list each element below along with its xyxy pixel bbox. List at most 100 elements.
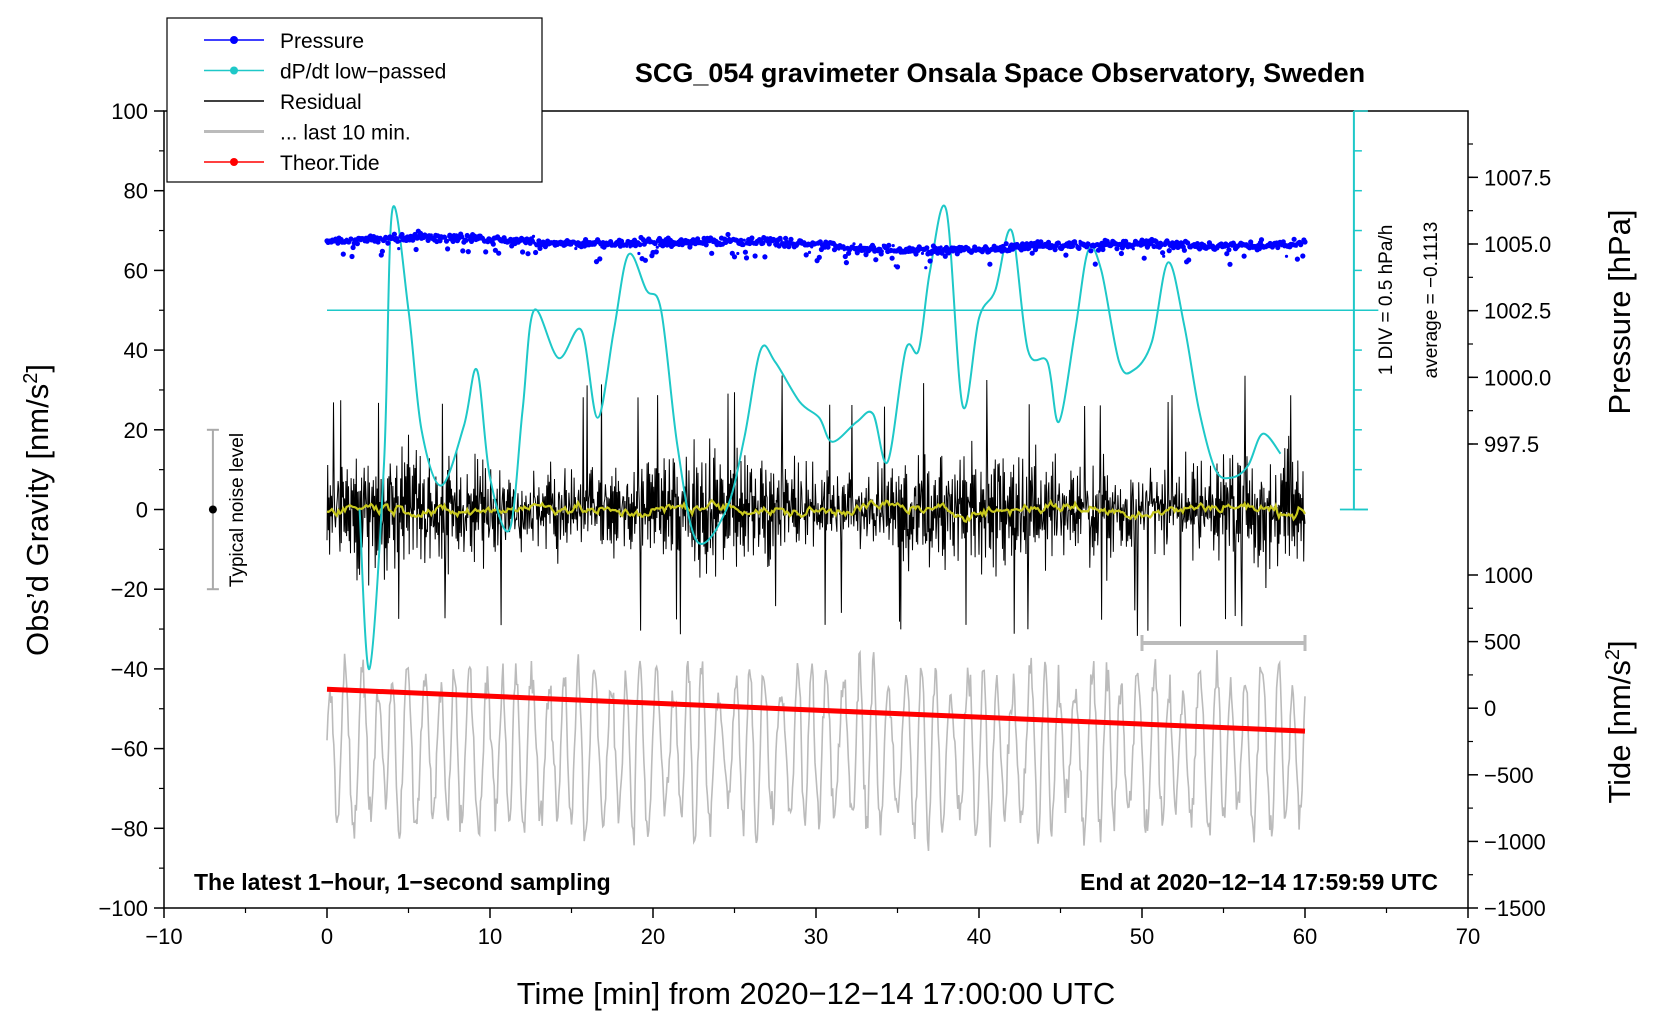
- x-tick-label: 0: [321, 924, 333, 949]
- pressure-point: [1185, 240, 1191, 246]
- x-tick-label: 20: [641, 924, 665, 949]
- x-tick-label: 40: [967, 924, 991, 949]
- y-tick-label-pressure: 1000.0: [1484, 365, 1551, 390]
- pressure-point: [840, 244, 846, 250]
- pressure-point: [703, 242, 709, 248]
- y-tick-label-left: −20: [111, 577, 148, 602]
- pressure-point: [1241, 253, 1247, 259]
- pressure-point: [350, 244, 356, 251]
- pressure-point: [725, 231, 731, 238]
- pressure-point: [460, 248, 466, 254]
- pressure-point: [886, 242, 892, 248]
- pressure-point: [1258, 237, 1265, 243]
- y-axis-title-tide: Tide [nm/s2]: [1602, 640, 1637, 803]
- pressure-point: [537, 245, 543, 251]
- pressure-point: [859, 243, 863, 247]
- x-axis-title: Time [min] from 2020−12−14 17:00:00 UTC: [517, 976, 1116, 1011]
- y-tick-label-left: 40: [124, 338, 148, 363]
- pressure-point: [1227, 261, 1233, 267]
- pressure-point: [1294, 244, 1298, 248]
- pressure-point: [1063, 252, 1069, 258]
- pressure-point: [653, 249, 659, 255]
- pressure-point: [1029, 250, 1035, 256]
- legend-label: dP/dt low−passed: [280, 61, 446, 84]
- pressure-average-label: average = −0.1113: [1421, 222, 1442, 379]
- y-tick-label-left: −60: [111, 737, 148, 762]
- pressure-point: [597, 256, 603, 262]
- legend-marker: [230, 36, 238, 44]
- pressure-point: [760, 240, 766, 246]
- annotation-bottom-right: End at 2020−12−14 17:59:59 UTC: [1080, 869, 1438, 895]
- pressure-point: [740, 241, 746, 248]
- y-tick-label-left: −100: [98, 896, 148, 921]
- pressure-point: [1003, 241, 1009, 247]
- chart-title: SCG_054 gravimeter Onsala Space Observat…: [635, 58, 1365, 88]
- pressure-point: [1139, 237, 1145, 243]
- pressure-point: [942, 253, 948, 259]
- pressure-point: [687, 244, 693, 250]
- pressure-point: [574, 246, 578, 251]
- pressure-point: [1291, 236, 1297, 242]
- legend-marker: [230, 158, 238, 166]
- pressure-point: [1166, 248, 1172, 254]
- pressure-point: [1300, 253, 1306, 259]
- legend-label: ... last 10 min.: [280, 122, 411, 145]
- y-tick-label-left: 60: [124, 258, 148, 283]
- pressure-point: [823, 239, 829, 245]
- legend-label: Residual: [280, 91, 362, 114]
- y-tick-label-left: −80: [111, 816, 148, 841]
- pressure-point: [1118, 250, 1124, 257]
- pressure-point: [349, 253, 355, 260]
- pressure-point: [637, 251, 641, 256]
- y-tick-label-pressure: 1007.5: [1484, 165, 1551, 190]
- pressure-point: [465, 249, 471, 255]
- pressure-point: [927, 258, 933, 264]
- pressure-point: [1038, 239, 1044, 245]
- pressure-point: [348, 236, 354, 242]
- y-tick-label-tide: −1000: [1484, 829, 1546, 854]
- pressure-point: [1294, 256, 1300, 262]
- pressure-point: [385, 240, 391, 246]
- pressure-point: [807, 250, 812, 254]
- pressure-point: [1186, 257, 1192, 263]
- pressure-div-label: 1 DIV = 0.5 hPa/h: [1376, 225, 1397, 376]
- y-tick-label-pressure: 1002.5: [1484, 299, 1551, 324]
- pressure-point: [398, 239, 402, 243]
- pressure-point: [1205, 244, 1211, 250]
- y-tick-label-pressure: 1005.0: [1484, 232, 1551, 257]
- legend-label: Theor.Tide: [280, 152, 380, 175]
- pressure-point: [637, 242, 643, 248]
- pressure-point: [340, 251, 346, 257]
- pressure-point: [652, 240, 658, 247]
- y-tick-label-tide: 0: [1484, 696, 1496, 721]
- pressure-point: [1114, 246, 1120, 252]
- pressure-point: [1141, 255, 1147, 261]
- x-tick-label: 50: [1130, 924, 1154, 949]
- y-tick-label-left: 100: [111, 99, 148, 124]
- theor-tide-line: [326, 686, 1306, 734]
- x-tick-label: −10: [145, 924, 182, 949]
- x-tick-label: 10: [478, 924, 502, 949]
- pressure-point: [1088, 248, 1094, 254]
- pressure-point: [445, 246, 451, 252]
- y-tick-label-left: 20: [124, 418, 148, 443]
- pressure-point: [397, 247, 401, 251]
- y-tick-label-left: 0: [136, 498, 148, 523]
- pressure-point: [1057, 242, 1061, 246]
- pressure-point: [399, 231, 405, 238]
- pressure-point: [1076, 245, 1082, 251]
- legend: Pressure dP/dt low−passed Residual ... last…: [166, 17, 543, 183]
- pressure-point: [463, 237, 469, 243]
- pressure-point: [742, 238, 746, 242]
- pressure-point: [642, 257, 649, 263]
- pressure-point: [891, 244, 895, 248]
- pressure-point: [1300, 242, 1304, 246]
- pressure-point: [531, 234, 536, 238]
- pressure-point: [1100, 246, 1106, 253]
- pressure-point: [781, 243, 788, 249]
- pressure-point: [889, 255, 895, 261]
- pressure-point: [816, 254, 822, 260]
- noise-marker-dot: [208, 505, 217, 514]
- pressure-point: [939, 245, 943, 249]
- y-tick-label-tide: 500: [1484, 630, 1521, 655]
